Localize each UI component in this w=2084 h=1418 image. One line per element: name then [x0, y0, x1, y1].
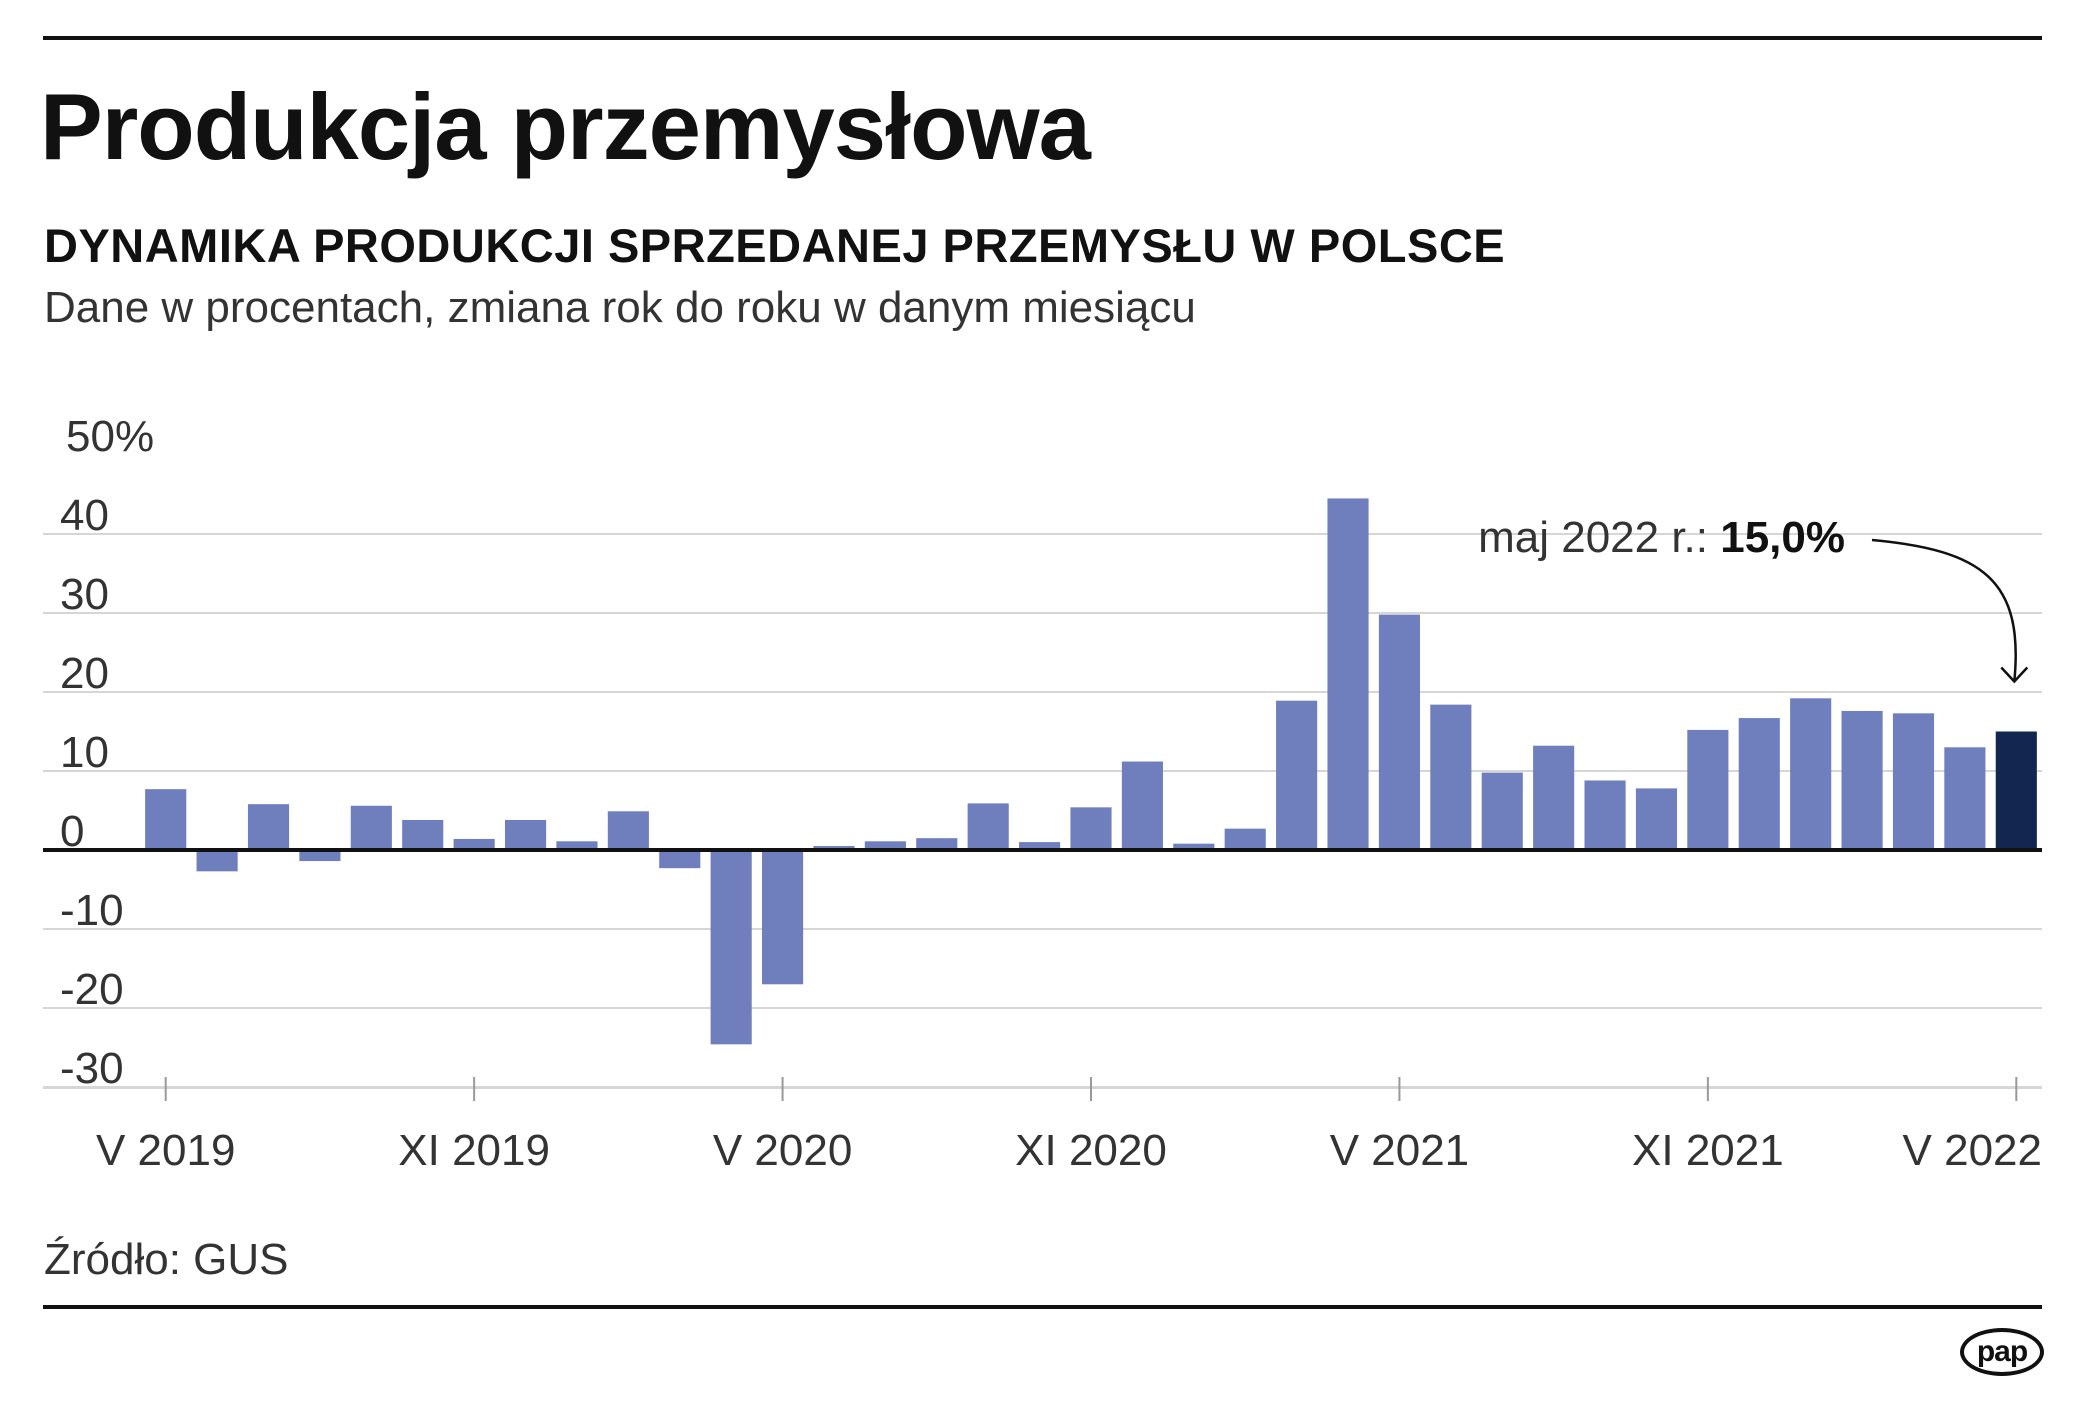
bar	[1739, 718, 1780, 850]
bar	[197, 850, 238, 871]
annotation-arrow	[1872, 540, 2016, 682]
bar	[762, 850, 803, 984]
bar	[1996, 732, 2037, 851]
bar	[968, 803, 1009, 850]
x-tick-label: XI 2020	[1015, 1126, 1167, 1175]
y-tick-label: 30	[60, 570, 109, 619]
bar	[711, 850, 752, 1044]
y-tick-label: 10	[60, 728, 109, 777]
annotation-text: maj 2022 r.: 15,0%	[1478, 513, 1845, 562]
bar	[1379, 615, 1420, 850]
pap-logo: pap	[1960, 1328, 2044, 1380]
pap-logo-text: pap	[1960, 1328, 2044, 1376]
x-tick-label: XI 2021	[1632, 1126, 1784, 1175]
bar	[402, 820, 443, 850]
bar	[1327, 498, 1368, 850]
chart-title: Produkcja przemysłowa	[40, 80, 1090, 174]
y-tick-label: -20	[60, 965, 124, 1014]
bar	[1687, 730, 1728, 850]
source-note: Źródło: GUS	[44, 1238, 289, 1282]
y-axis-labels: 50%403020100-10-20-30	[60, 412, 154, 1093]
bar	[1482, 773, 1523, 850]
chart-description: Dane w procentach, zmiana rok do roku w …	[44, 286, 1196, 330]
y-tick-label: 40	[60, 491, 109, 540]
bar	[351, 806, 392, 850]
bar	[505, 820, 546, 850]
bar	[248, 804, 289, 850]
y-tick-label: -30	[60, 1044, 124, 1093]
x-axis-ticks: V 2019 XI 2019 V 2020 XI 2020 V 2021 XI 2021 V…	[96, 1077, 2042, 1175]
bar-chart: 50%403020100-10-20-30 V 2019XI 2019V 202…	[0, 380, 2084, 1190]
x-tick-label: V 2020	[713, 1126, 852, 1175]
bar	[1122, 762, 1163, 850]
bar	[659, 850, 700, 868]
x-tick-label: XI 2019	[398, 1126, 550, 1175]
x-tick-label: V 2021	[1330, 1126, 1469, 1175]
bar	[1225, 829, 1266, 850]
top-rule	[43, 36, 2042, 40]
bar	[1893, 713, 1934, 850]
bar	[1842, 711, 1883, 850]
latest-value-annotation: maj 2022 r.: 15,0%	[1478, 513, 2027, 682]
bar	[1636, 788, 1677, 850]
bar	[1790, 698, 1831, 850]
annotation-value: 15,0%	[1720, 513, 1845, 562]
bar	[1584, 780, 1625, 850]
annotation-label: maj 2022 r.:	[1478, 513, 1720, 562]
bar	[1944, 747, 1985, 850]
y-tick-label: 50%	[66, 412, 154, 461]
bar	[145, 789, 186, 850]
bar	[1430, 705, 1471, 850]
bar	[1533, 746, 1574, 850]
bar	[1276, 701, 1317, 850]
x-tick-label: V 2022	[1903, 1126, 2042, 1175]
bar	[608, 811, 649, 850]
bottom-rule	[43, 1305, 2042, 1309]
y-tick-label: 20	[60, 649, 109, 698]
y-tick-label: -10	[60, 886, 124, 935]
chart-subtitle: DYNAMIKA PRODUKCJI SPRZEDANEJ PRZEMYSŁU …	[44, 222, 1505, 269]
bar	[1070, 807, 1111, 850]
x-tick-label: V 2019	[96, 1126, 235, 1175]
